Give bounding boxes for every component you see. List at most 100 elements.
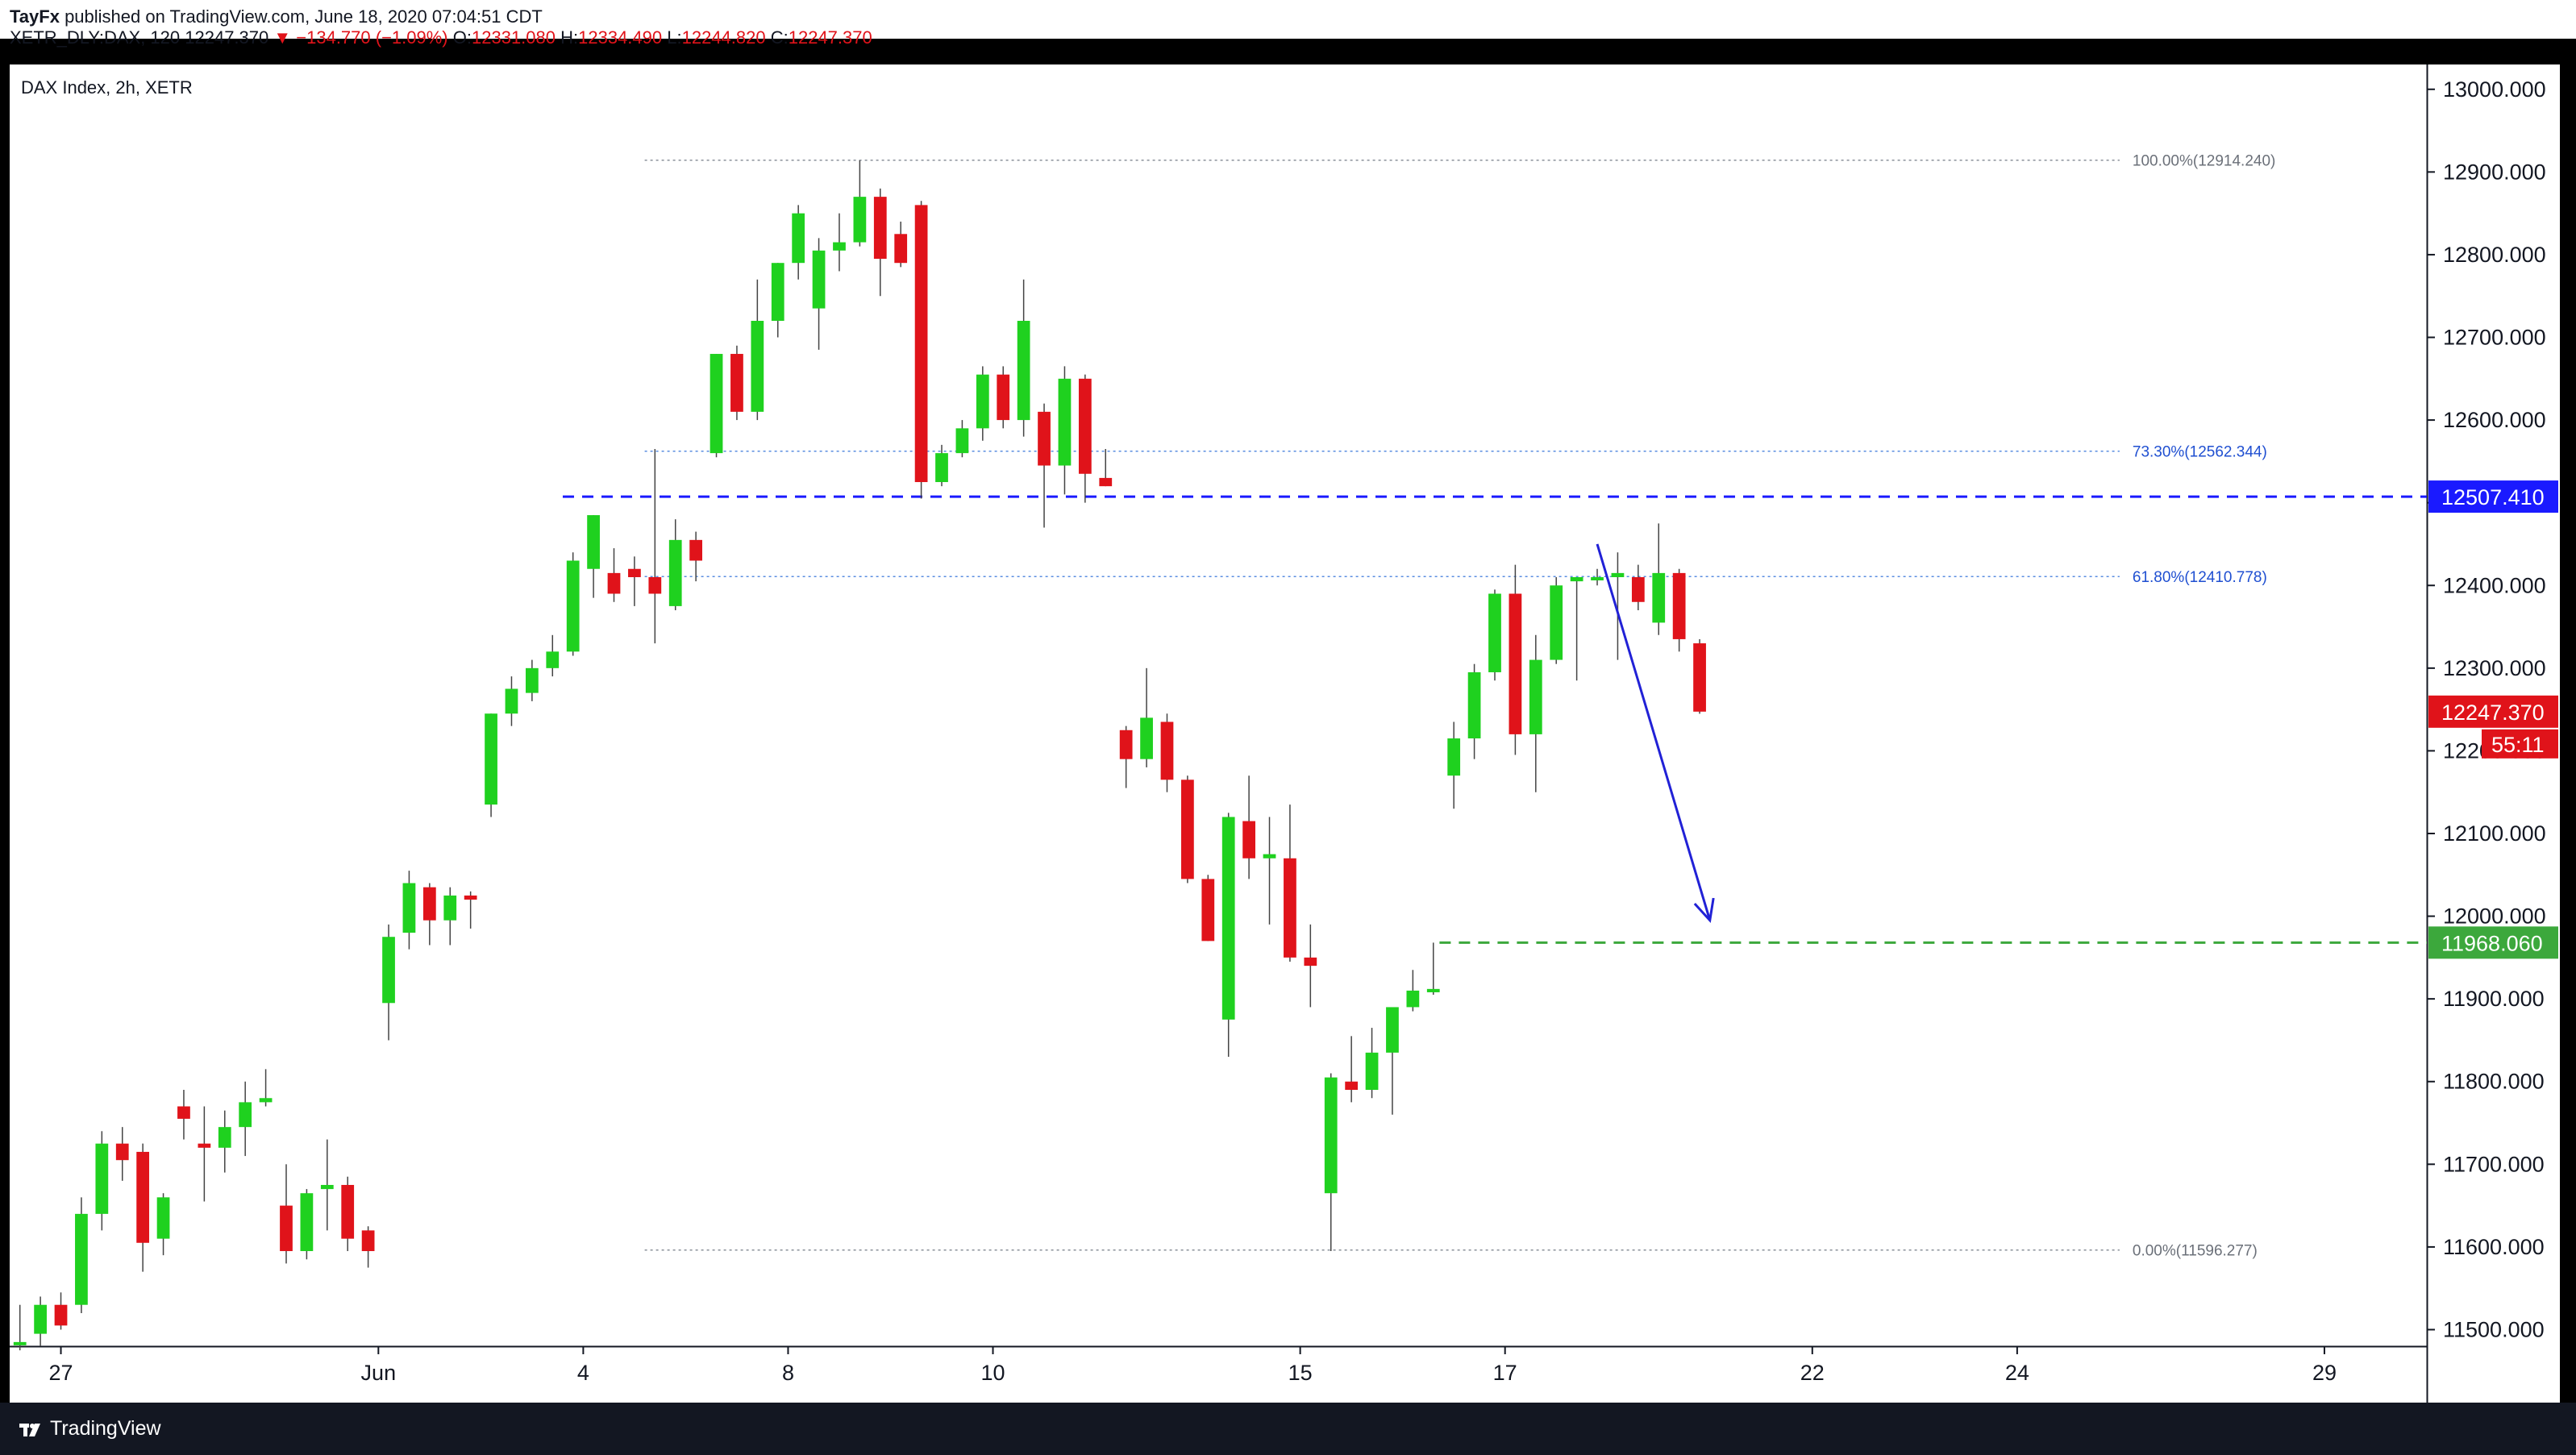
- candle-body: [485, 713, 497, 805]
- candle-body: [198, 1143, 211, 1148]
- candle-body: [1631, 577, 1645, 602]
- candle-body: [525, 667, 539, 693]
- candle-body: [1386, 1007, 1399, 1053]
- candle-body: [1221, 817, 1235, 1020]
- candle-body: [730, 354, 743, 412]
- candle-body: [1304, 957, 1317, 967]
- tradingview-brand[interactable]: TradingView: [50, 1417, 161, 1440]
- candle-body: [587, 515, 600, 569]
- candle-body: [34, 1304, 47, 1334]
- header-line: TayFx published on TradingView.com, June…: [10, 6, 872, 48]
- candle-body: [689, 539, 703, 561]
- candle-body: [1611, 572, 1625, 577]
- candlestick-chart[interactable]: DAX Index, 2h, XETR 13000.000 12900.000 128…: [10, 64, 2560, 1403]
- low-label: L:: [667, 27, 682, 48]
- y-tick-label: 11900.000: [2443, 987, 2545, 1011]
- candle-body: [976, 374, 989, 429]
- candle-body: [997, 374, 1010, 421]
- support-price-box: [2428, 926, 2558, 959]
- candle-body: [300, 1193, 314, 1252]
- y-tick-label: 11700.000: [2443, 1152, 2545, 1176]
- close-value: 12247.370: [788, 27, 872, 48]
- x-tick-label: 17: [1493, 1361, 1517, 1385]
- y-tick-label: 12100.000: [2443, 821, 2546, 846]
- x-tick-label: 4: [577, 1361, 589, 1385]
- candle-body: [1570, 577, 1583, 582]
- fib-level-label: 100.00%(12914.240): [2133, 153, 2275, 170]
- resistance-price-box: [2428, 480, 2558, 513]
- candle-body: [1324, 1077, 1338, 1194]
- projection-arrow-line: [1596, 543, 1712, 921]
- y-tick-label: 11800.000: [2443, 1070, 2545, 1094]
- candle-body: [1365, 1052, 1379, 1090]
- y-tick-label: 12400.000: [2443, 573, 2546, 597]
- projection-arrow-head: [1693, 897, 1715, 924]
- candle-body: [771, 263, 784, 321]
- candle-body: [115, 1143, 129, 1161]
- candle-body: [402, 883, 416, 933]
- candle-body: [443, 895, 457, 921]
- countdown-box: [2482, 729, 2558, 759]
- x-tick-label: 15: [1288, 1361, 1313, 1385]
- candle-body: [792, 213, 805, 264]
- candle-body: [54, 1304, 68, 1326]
- candle-body: [1181, 779, 1194, 879]
- fib-level-label: 0.00%(11596.277): [2133, 1243, 2258, 1260]
- author-name[interactable]: TayFx: [10, 6, 60, 27]
- candle-body: [13, 1341, 27, 1345]
- candle-body: [1140, 717, 1153, 759]
- last-price-label: 12247.370: [2441, 700, 2545, 725]
- candle-body: [1426, 988, 1440, 992]
- candle-body: [341, 1184, 355, 1239]
- fib-level-label: 61.80%(12410.778): [2133, 569, 2267, 586]
- candle-body: [1406, 990, 1420, 1008]
- y-tick-label: 12700.000: [2443, 326, 2546, 350]
- candle-body: [320, 1184, 334, 1190]
- y-tick-label: 12900.000: [2443, 160, 2546, 184]
- candle-body: [505, 688, 518, 714]
- candle-body: [648, 577, 662, 594]
- open-value: 12331.080: [472, 27, 556, 48]
- x-tick-label: 24: [2005, 1361, 2029, 1385]
- chart-area[interactable]: DAX Index, 2h, XETR 13000.000 12900.000 128…: [10, 64, 2560, 1403]
- candle-body: [894, 234, 908, 264]
- x-tick-label: Jun: [361, 1361, 397, 1385]
- candle-body: [464, 895, 477, 900]
- candle-body: [1591, 577, 1604, 580]
- chart-title: DAX Index, 2h, XETR: [21, 77, 193, 98]
- candle-body: [1447, 738, 1461, 776]
- candle-body: [259, 1098, 273, 1103]
- candle-body: [1529, 659, 1542, 734]
- x-tick-label: 27: [48, 1361, 73, 1385]
- low-value: 12244.820: [681, 27, 766, 48]
- y-tick-label: 12600.000: [2443, 408, 2546, 432]
- candle-body: [1017, 321, 1030, 421]
- candle-body: [177, 1106, 190, 1119]
- candle-body: [607, 572, 621, 594]
- y-tick-label: 12800.000: [2443, 243, 2546, 267]
- x-tick-label: 22: [1800, 1361, 1825, 1385]
- candle-body: [955, 428, 969, 454]
- open-label: O:: [452, 27, 472, 48]
- candle-body: [239, 1102, 252, 1128]
- tradingview-logo-icon: [19, 1424, 40, 1436]
- last-price-box: [2428, 695, 2558, 728]
- candle-body: [1119, 730, 1133, 759]
- x-tick-label: 8: [782, 1361, 794, 1385]
- close-label: C:: [770, 27, 789, 48]
- y-tick-label: 11600.000: [2443, 1235, 2545, 1259]
- candle-body: [1488, 593, 1501, 672]
- candle-body: [1550, 585, 1563, 660]
- footer-bar: TradingView: [0, 1403, 2576, 1455]
- candle-body: [1099, 477, 1113, 487]
- y-tick-label: 11500.000: [2443, 1317, 2545, 1341]
- candle-body: [136, 1151, 150, 1243]
- candle-body: [1078, 378, 1092, 474]
- candle-body: [1652, 572, 1666, 623]
- candle-body: [1509, 593, 1522, 734]
- y-tick-label: 12000.000: [2443, 904, 2546, 929]
- last-price: 12247.370: [185, 27, 269, 48]
- candle-body: [1058, 378, 1072, 466]
- candle-body: [833, 242, 846, 251]
- high-value: 12334.490: [578, 27, 663, 48]
